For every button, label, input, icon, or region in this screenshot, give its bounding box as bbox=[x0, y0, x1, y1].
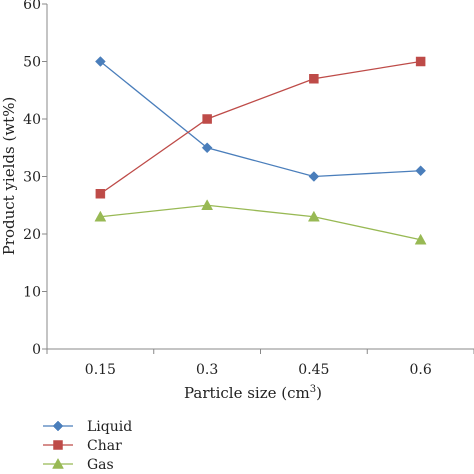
data-point-char bbox=[202, 114, 212, 124]
legend-label-char: Char bbox=[87, 438, 122, 454]
series-line-gas bbox=[100, 204, 421, 241]
y-axis-title: Product yields (wt%) bbox=[0, 97, 18, 256]
y-tick-label: 60 bbox=[23, 0, 41, 13]
x-axis-title-main: Particle size (cm bbox=[184, 384, 310, 402]
legend-marker-char bbox=[53, 440, 63, 450]
data-point-gas bbox=[414, 233, 427, 245]
y-tick-label: 30 bbox=[23, 170, 41, 186]
series-line-char bbox=[100, 60, 421, 195]
x-axis-title-end: ) bbox=[316, 384, 322, 402]
data-point-liquid bbox=[415, 165, 426, 177]
x-tick-label: 0.3 bbox=[196, 362, 218, 378]
data-point-liquid bbox=[95, 56, 106, 67]
y-tick-label: 50 bbox=[23, 55, 41, 71]
legend-label-gas: Gas bbox=[87, 457, 114, 473]
data-point-char bbox=[415, 56, 426, 67]
data-point-liquid bbox=[308, 171, 320, 182]
x-axis-title-superscript: 3 bbox=[310, 384, 316, 395]
x-axis-title: Particle size (cm3) bbox=[184, 384, 322, 402]
data-point-gas bbox=[201, 199, 214, 210]
legend: Liquid Char Gas bbox=[43, 419, 132, 473]
y-tick-label: 40 bbox=[23, 112, 41, 128]
data-point-gas bbox=[307, 210, 320, 222]
data-point-char bbox=[95, 189, 106, 199]
data-point-char bbox=[309, 74, 319, 84]
legend-marker-gas bbox=[52, 457, 64, 469]
y-tick-label: 10 bbox=[23, 285, 41, 301]
data-point-liquid bbox=[201, 142, 213, 154]
y-tick-label: 20 bbox=[23, 227, 41, 243]
x-tick-label: 0.45 bbox=[298, 362, 329, 378]
y-tick-label: 0 bbox=[32, 342, 41, 358]
x-tick-label: 0.15 bbox=[85, 362, 116, 378]
plot-area: 0 10 20 30 40 50 60 0.15 0.3 0.45 0.6 bbox=[23, 0, 474, 378]
data-point-gas bbox=[94, 210, 107, 222]
x-tick-label: 0.6 bbox=[409, 362, 431, 378]
legend-label-liquid: Liquid bbox=[87, 419, 132, 435]
series-line-liquid bbox=[99, 60, 421, 178]
legend-marker-liquid bbox=[52, 420, 64, 432]
